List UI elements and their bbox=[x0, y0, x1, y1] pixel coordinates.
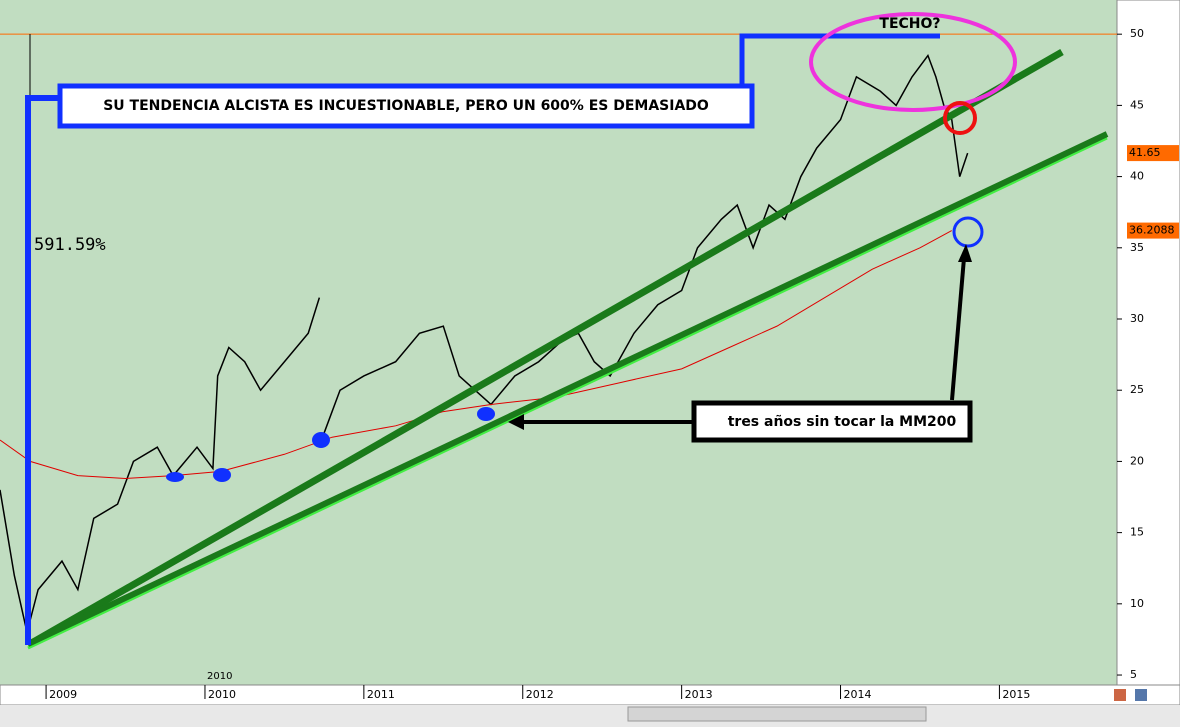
y-tick-label: 10 bbox=[1130, 597, 1144, 610]
touch-marker bbox=[312, 432, 330, 448]
x-tick-label: 2009 bbox=[49, 688, 77, 701]
save-icon[interactable] bbox=[1135, 689, 1147, 701]
x-tick-label: 2015 bbox=[1002, 688, 1030, 701]
scrollbar-area bbox=[0, 705, 1180, 727]
y-tick-label: 15 bbox=[1130, 526, 1144, 539]
y-tick-label: 35 bbox=[1130, 241, 1144, 254]
price-tag bbox=[1127, 145, 1179, 162]
blue-bracket bbox=[25, 95, 60, 645]
price-tag bbox=[1127, 222, 1179, 239]
y-tick-label: 40 bbox=[1130, 170, 1144, 183]
ceiling-label: TECHO? bbox=[879, 16, 940, 32]
arrow-head bbox=[958, 244, 972, 262]
y-tick-label: 50 bbox=[1130, 27, 1144, 40]
red-circle bbox=[943, 101, 977, 135]
y-tick-label: 45 bbox=[1130, 98, 1144, 111]
touch-marker bbox=[213, 468, 231, 482]
note-box bbox=[691, 400, 973, 443]
y-tick-label: 20 bbox=[1130, 454, 1144, 467]
note-text: tres años sin tocar la MM200 bbox=[728, 414, 957, 430]
y-tick-label: 5 bbox=[1130, 668, 1137, 681]
x-tick-label: 2014 bbox=[844, 688, 872, 701]
gain-label: 591.59% bbox=[34, 235, 106, 255]
blue-bracket bbox=[739, 33, 940, 84]
x-tick-label: 2013 bbox=[685, 688, 713, 701]
series-line bbox=[0, 230, 952, 480]
y-tick-label: 25 bbox=[1130, 383, 1144, 396]
x-tick-label: 2010 bbox=[208, 688, 236, 701]
arrow bbox=[950, 257, 966, 401]
year-marker: 2010 bbox=[207, 671, 232, 682]
price-tag-label: 41.65 bbox=[1129, 146, 1161, 159]
tool-icon[interactable] bbox=[1114, 689, 1126, 701]
price-tag-label: 36.2088 bbox=[1129, 224, 1175, 237]
blue-circle bbox=[952, 216, 984, 248]
trendline-highlight bbox=[27, 136, 1108, 650]
trendline bbox=[26, 48, 1064, 649]
y-tick-label: 30 bbox=[1130, 312, 1144, 325]
scrollbar-thumb[interactable] bbox=[627, 706, 927, 722]
ceiling-ellipse bbox=[809, 12, 1017, 112]
arrow-head bbox=[508, 414, 524, 430]
annotations: SU TENDENCIA ALCISTA ES INCUESTIONABLE, … bbox=[25, 12, 1109, 682]
series-line bbox=[0, 53, 969, 633]
touch-marker bbox=[477, 407, 495, 421]
banner-text: SU TENDENCIA ALCISTA ES INCUESTIONABLE, … bbox=[103, 98, 709, 114]
y-axis-panel bbox=[1116, 0, 1180, 686]
axes-layer: 5 10 15 20 25 30 35 40 45 50 2009 2010 2011 2012 2013 2… bbox=[45, 27, 1179, 701]
x-tick-label: 2012 bbox=[526, 688, 554, 701]
x-tick-label: 2011 bbox=[367, 688, 395, 701]
banner-box bbox=[57, 83, 755, 129]
trendline bbox=[26, 131, 1109, 647]
touch-marker bbox=[166, 472, 184, 482]
